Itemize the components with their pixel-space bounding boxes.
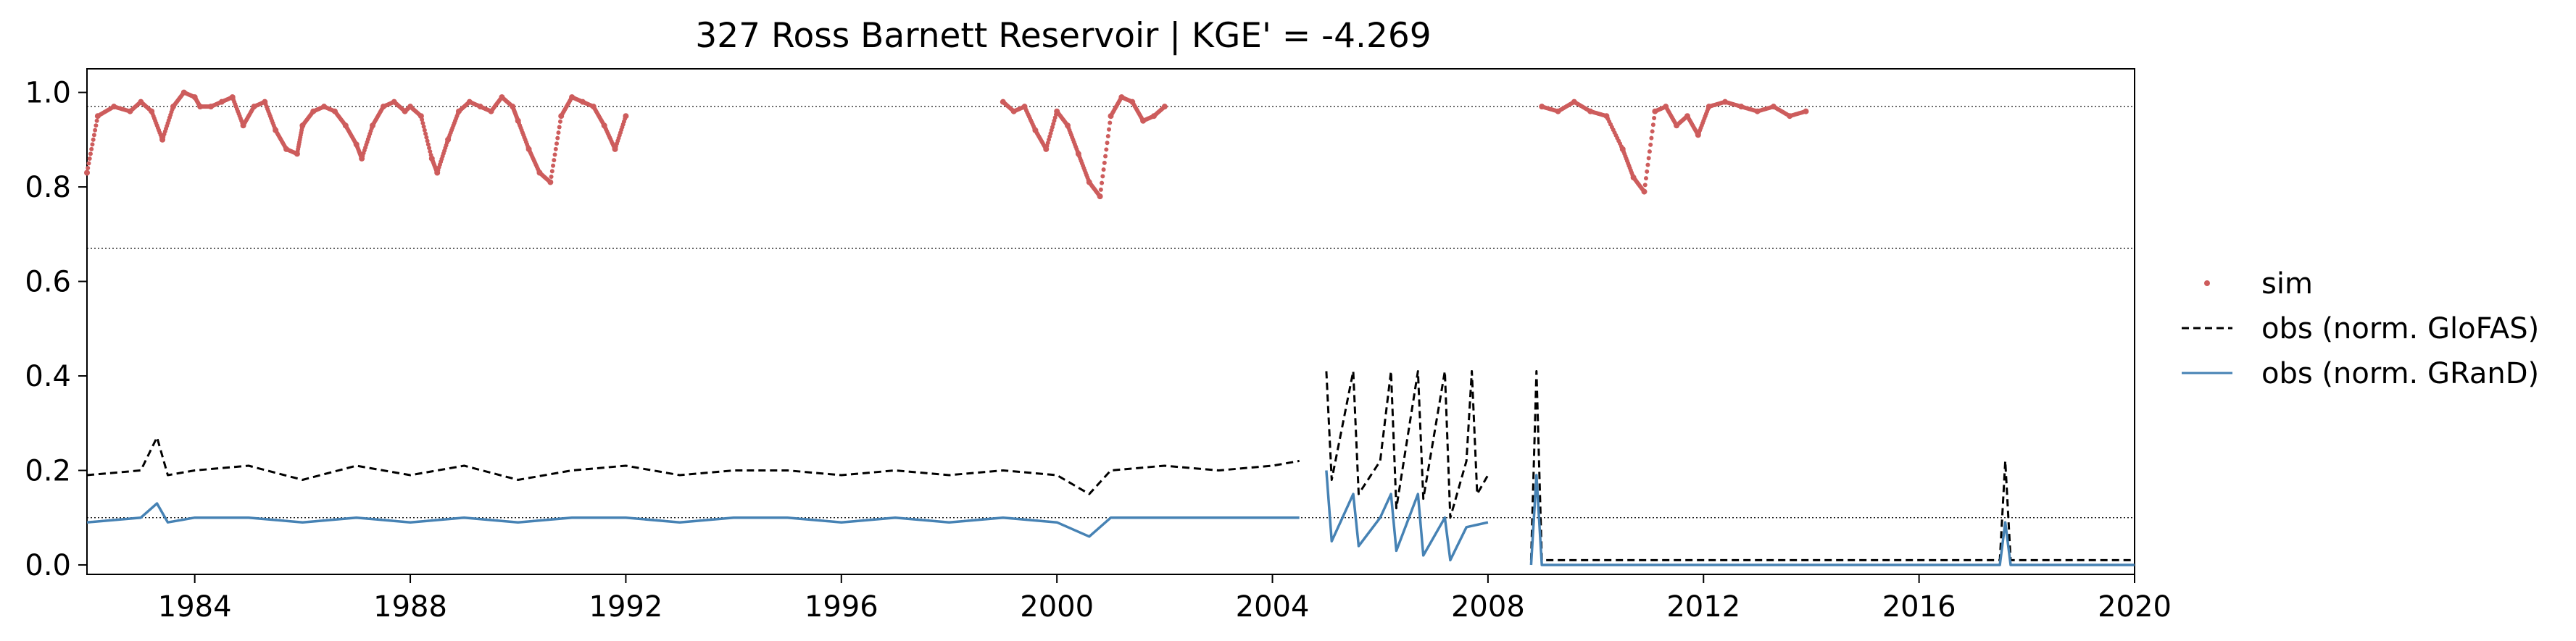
y-tick-label: 1.0: [25, 77, 71, 110]
y-tick-label: 0.4: [25, 360, 71, 393]
sim-point: [424, 135, 429, 140]
sim-point: [1646, 156, 1651, 161]
sim-point: [552, 152, 557, 157]
series-points: [84, 89, 1809, 200]
sim-point: [549, 169, 554, 174]
sim-point: [1642, 183, 1648, 188]
x-tick-label: 1996: [805, 590, 878, 624]
y-tick-label: 0.2: [25, 454, 71, 487]
sim-point: [1107, 127, 1112, 132]
series-layer: [84, 89, 2135, 566]
legend-marker-sim: [2204, 280, 2210, 286]
sim-point: [1108, 120, 1113, 125]
sim-point: [549, 174, 554, 179]
sim-point: [1105, 133, 1110, 138]
sim-point: [89, 146, 94, 151]
sim-point: [557, 125, 562, 130]
y-tick-label: 0.6: [25, 266, 71, 299]
sim-point: [87, 156, 92, 161]
sim-point: [556, 130, 561, 135]
y-tick-label: 0.0: [25, 549, 71, 582]
y-tick-label: 0.8: [25, 171, 71, 204]
sim-point: [1105, 141, 1110, 146]
sim-point: [422, 127, 427, 133]
sim-point: [552, 158, 557, 163]
sim-point: [623, 113, 629, 120]
sim-point: [88, 151, 93, 156]
y-axis: 0.0 0.2 0.4 0.6 0.8 1.0: [25, 77, 87, 582]
sim-point: [554, 141, 560, 146]
x-axis: 1984 1988 1992 1996 2000 2004 2008 2012 2016 2020: [158, 574, 2172, 624]
x-tick-label: 2004: [1236, 590, 1310, 624]
legend-label: obs (norm. GloFAS): [2261, 312, 2539, 345]
sim-point: [1161, 104, 1168, 110]
sim-point: [91, 137, 96, 142]
x-tick-label: 2008: [1451, 590, 1525, 624]
sim-point: [84, 169, 90, 176]
series-line-segment: [1325, 470, 1489, 562]
sim-point: [1650, 129, 1655, 134]
x-tick-label: 2012: [1666, 590, 1740, 624]
x-tick-label: 1988: [373, 590, 447, 624]
sim-point: [425, 138, 430, 143]
sim-point: [1645, 162, 1650, 167]
sim-point: [1647, 149, 1652, 154]
legend: sim obs (norm. GloFAS) obs (norm. GRanD): [2182, 267, 2539, 390]
sim-point: [94, 123, 99, 128]
sim-point: [1101, 167, 1106, 172]
sim-point: [1650, 122, 1655, 127]
reference-lines: [87, 106, 2135, 519]
sim-point: [1803, 108, 1809, 114]
sim-point: [421, 124, 426, 129]
sim-point: [93, 127, 98, 133]
series-line-segment: [86, 436, 1300, 495]
sim-point: [1643, 176, 1648, 181]
x-tick-label: 2016: [1882, 590, 1956, 624]
sim-point: [86, 161, 91, 166]
series-line-segment: [86, 502, 1300, 538]
sim-point: [1097, 193, 1103, 200]
x-tick-label: 1992: [589, 590, 663, 624]
sim-point: [425, 142, 431, 147]
series-dashed: [86, 370, 2135, 561]
sim-point: [427, 146, 432, 151]
sim-point: [1100, 180, 1105, 185]
sim-point: [1641, 188, 1648, 195]
sim-point: [551, 163, 556, 168]
x-tick-label: 2000: [1020, 590, 1094, 624]
sim-point: [1649, 135, 1654, 141]
sim-point: [1104, 147, 1109, 152]
plot-frame: [86, 68, 2135, 575]
series-solid: [86, 470, 2135, 566]
sim-point: [94, 118, 99, 123]
sim-point: [423, 131, 428, 136]
x-tick-label: 2020: [2098, 590, 2172, 624]
sim-point: [1652, 115, 1657, 120]
sim-point: [428, 149, 433, 154]
chart-title: 327 Ross Barnett Reservoir | KGE' = -4.2…: [695, 16, 1431, 56]
sim-point: [1098, 187, 1103, 192]
sim-point: [420, 117, 425, 122]
sim-point: [420, 121, 425, 126]
series-line-segment: [1529, 474, 2135, 566]
sim-point: [1645, 169, 1650, 174]
sim-point: [555, 135, 560, 141]
series-line-segment: [1529, 370, 2135, 561]
sim-point: [1100, 174, 1105, 179]
sim-point: [1648, 142, 1653, 147]
sim-point: [91, 133, 96, 138]
x-tick-label: 1984: [158, 590, 232, 624]
sim-point: [1103, 154, 1108, 159]
sim-point: [1102, 160, 1107, 165]
sim-point: [553, 146, 558, 151]
sim-point: [86, 165, 91, 170]
legend-label: sim: [2261, 267, 2313, 301]
legend-label: obs (norm. GRanD): [2261, 357, 2539, 390]
sim-point: [547, 179, 554, 185]
sim-point: [90, 142, 95, 147]
sim-point: [557, 119, 562, 124]
series-line-segment: [1325, 370, 1489, 519]
